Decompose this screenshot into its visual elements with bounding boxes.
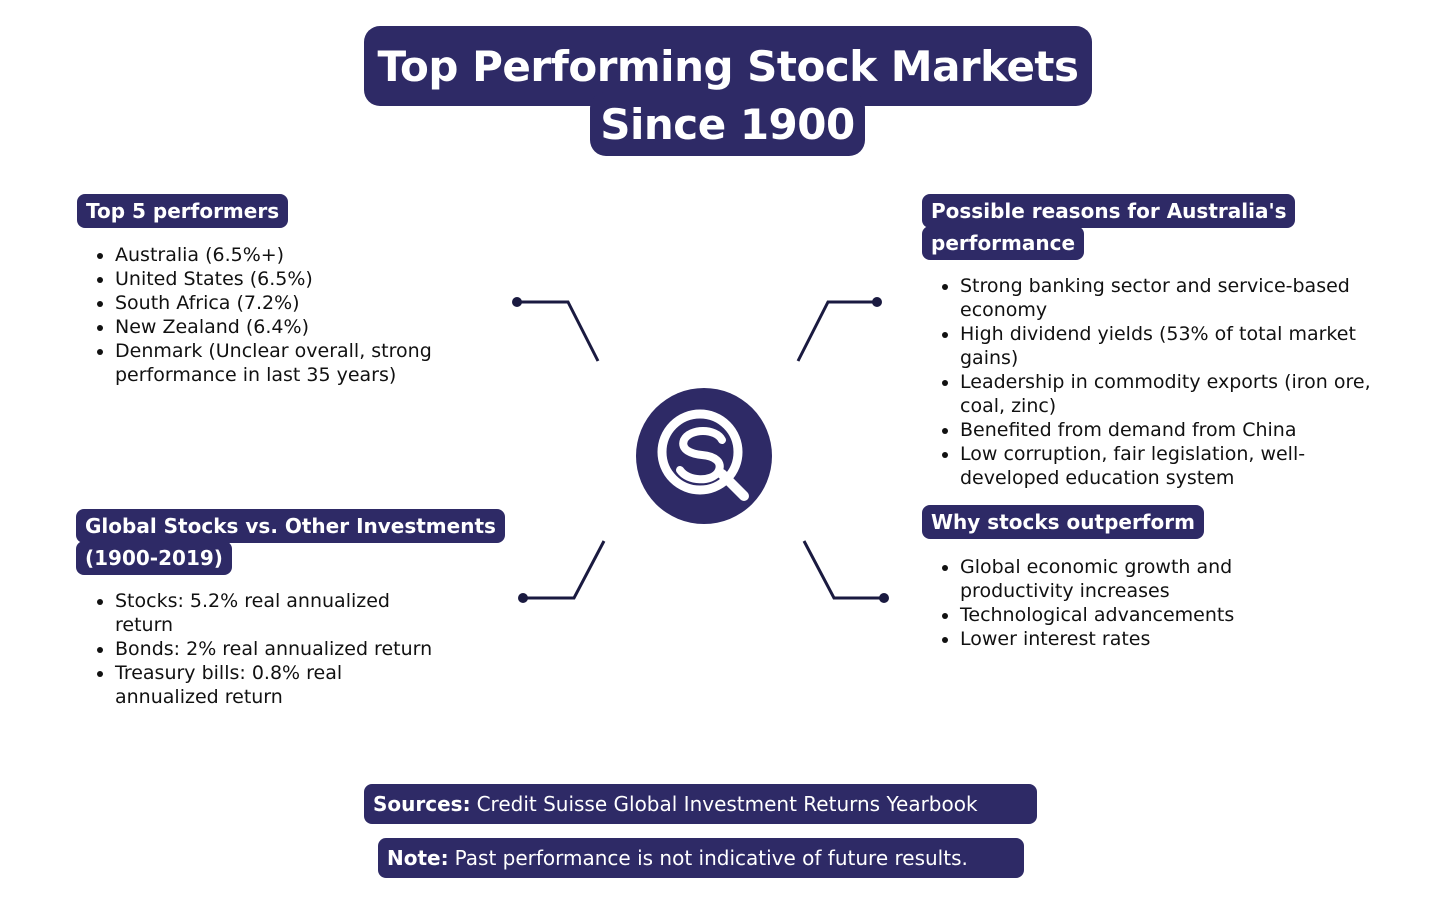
top-performers-list: Australia (6.5%+) United States (6.5%) S… bbox=[75, 243, 515, 387]
note-box: Note: Past performance is not indicative… bbox=[378, 838, 1024, 878]
magnifier-logo-icon bbox=[636, 388, 772, 524]
connector-bottom-right bbox=[802, 540, 884, 600]
why-outperform-heading: Why stocks outperform bbox=[922, 505, 1204, 539]
note-text: Past performance is not indicative of fu… bbox=[454, 846, 968, 870]
page-title-line1: Top Performing Stock Markets bbox=[377, 41, 1079, 91]
list-item: Benefited from demand from China bbox=[960, 418, 1380, 442]
connector-top-left bbox=[517, 300, 600, 362]
list-item: High dividend yields (53% of total marke… bbox=[960, 322, 1380, 370]
note-label: Note: bbox=[387, 846, 449, 870]
australia-reasons-list: Strong banking sector and service-based … bbox=[920, 274, 1380, 490]
list-item: Technological advancements bbox=[960, 603, 1320, 627]
connector-dot bbox=[879, 593, 889, 603]
title-banner-line1: Top Performing Stock Markets bbox=[364, 26, 1092, 106]
list-item: Lower interest rates bbox=[960, 627, 1320, 651]
sources-box: Sources: Credit Suisse Global Investment… bbox=[364, 784, 1037, 824]
list-item: Low corruption, fair legislation, well-d… bbox=[960, 442, 1380, 490]
list-item: United States (6.5%) bbox=[115, 267, 515, 291]
list-item: Bonds: 2% real annualized return bbox=[115, 637, 445, 661]
connector-bottom-left bbox=[523, 540, 606, 600]
global-vs-other-heading-text1: Global Stocks vs. Other Investments bbox=[85, 514, 496, 538]
list-item: Leadership in commodity exports (iron or… bbox=[960, 370, 1380, 418]
connector-dot bbox=[512, 297, 522, 307]
sources-text: Credit Suisse Global Investment Returns … bbox=[476, 792, 978, 816]
connector-top-right bbox=[796, 300, 877, 362]
list-item: Denmark (Unclear overall, strong perform… bbox=[115, 339, 515, 387]
list-item: Strong banking sector and service-based … bbox=[960, 274, 1380, 322]
page-title-line2: Since 1900 bbox=[600, 99, 855, 149]
global-vs-other-heading-line1: Global Stocks vs. Other Investments bbox=[76, 509, 505, 543]
why-outperform-list: Global economic growth and productivity … bbox=[920, 555, 1320, 651]
list-item: Stocks: 5.2% real annualized return bbox=[115, 589, 445, 637]
list-item: Australia (6.5%+) bbox=[115, 243, 515, 267]
list-item: Treasury bills: 0.8% real annualized ret… bbox=[115, 661, 445, 709]
title-banner-line2: Since 1900 bbox=[590, 92, 865, 156]
list-item: South Africa (7.2%) bbox=[115, 291, 515, 315]
top-performers-heading: Top 5 performers bbox=[77, 194, 289, 228]
connector-dot bbox=[518, 593, 528, 603]
why-outperform-heading-text: Why stocks outperform bbox=[931, 510, 1195, 534]
list-item: Global economic growth and productivity … bbox=[960, 555, 1320, 603]
global-vs-other-heading-line2: (1900-2019) bbox=[76, 541, 232, 575]
australia-reasons-heading-line2: performance bbox=[922, 226, 1085, 260]
global-vs-other-list: Stocks: 5.2% real annualized return Bond… bbox=[75, 589, 445, 709]
australia-reasons-heading-text1: Possible reasons for Australia's bbox=[931, 199, 1287, 223]
top-performers-heading-text: Top 5 performers bbox=[86, 199, 280, 223]
sources-label: Sources: bbox=[373, 792, 471, 816]
list-item: New Zealand (6.4%) bbox=[115, 315, 515, 339]
global-vs-other-heading-text2: (1900-2019) bbox=[85, 546, 223, 570]
australia-reasons-heading-line1: Possible reasons for Australia's bbox=[922, 194, 1296, 228]
connector-dot bbox=[872, 297, 882, 307]
australia-reasons-heading-text2: performance bbox=[931, 231, 1076, 255]
